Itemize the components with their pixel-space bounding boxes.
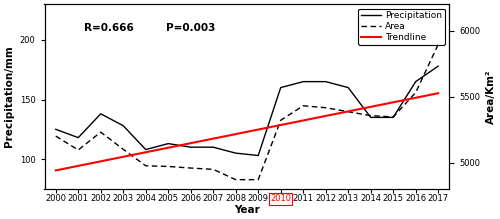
- Precipitation: [120, 124, 126, 127]
- Area: [278, 119, 283, 122]
- Area: [300, 104, 306, 107]
- Precipitation: [255, 154, 261, 157]
- Precipitation: [232, 152, 238, 154]
- Trendline: [52, 169, 59, 172]
- Trendline: [255, 128, 261, 131]
- Trendline: [368, 106, 374, 108]
- Area: [98, 131, 103, 133]
- Line: Trendline: Trendline: [56, 93, 438, 170]
- Area: [255, 178, 261, 181]
- Trendline: [390, 101, 396, 104]
- Precipitation: [368, 116, 374, 119]
- Trendline: [165, 146, 171, 149]
- Precipitation: [435, 65, 441, 67]
- Precipitation: [52, 128, 59, 131]
- Legend: Precipitation, Area, Trendline: Precipitation, Area, Trendline: [358, 9, 445, 45]
- Area: [142, 164, 148, 167]
- Trendline: [278, 124, 283, 126]
- Area: [390, 116, 396, 118]
- Area: [210, 168, 216, 171]
- Trendline: [210, 137, 216, 140]
- Area: [52, 135, 59, 138]
- Area: [322, 106, 328, 109]
- Trendline: [345, 110, 351, 113]
- Precipitation: [322, 80, 328, 83]
- Trendline: [142, 151, 148, 154]
- Precipitation: [75, 136, 81, 139]
- Trendline: [322, 115, 328, 117]
- X-axis label: Year: Year: [234, 205, 260, 215]
- Precipitation: [345, 86, 351, 89]
- Area: [345, 110, 351, 113]
- Trendline: [188, 142, 194, 145]
- Area: [75, 149, 81, 151]
- Trendline: [120, 155, 126, 158]
- Trendline: [232, 133, 238, 135]
- Area: [435, 43, 441, 46]
- Precipitation: [165, 142, 171, 145]
- Text: R=0.666: R=0.666: [84, 23, 134, 33]
- Line: Area: Area: [56, 44, 438, 180]
- Trendline: [435, 92, 441, 95]
- Precipitation: [412, 80, 418, 83]
- Area: [412, 91, 418, 94]
- Area: [120, 148, 126, 151]
- Precipitation: [390, 116, 396, 119]
- Text: P=0.003: P=0.003: [166, 23, 215, 33]
- Precipitation: [278, 86, 283, 89]
- Precipitation: [188, 146, 194, 148]
- Y-axis label: Precipitation/mm: Precipitation/mm: [4, 46, 14, 147]
- Trendline: [300, 119, 306, 122]
- Precipitation: [300, 80, 306, 83]
- Y-axis label: Area/Km²: Area/Km²: [486, 69, 496, 124]
- Area: [165, 165, 171, 168]
- Area: [232, 178, 238, 181]
- Trendline: [98, 160, 103, 163]
- Area: [368, 114, 374, 117]
- Line: Precipitation: Precipitation: [56, 66, 438, 155]
- Precipitation: [142, 148, 148, 151]
- Trendline: [75, 164, 81, 167]
- Precipitation: [98, 113, 103, 115]
- Precipitation: [210, 146, 216, 148]
- Area: [188, 167, 194, 169]
- Trendline: [412, 96, 418, 99]
